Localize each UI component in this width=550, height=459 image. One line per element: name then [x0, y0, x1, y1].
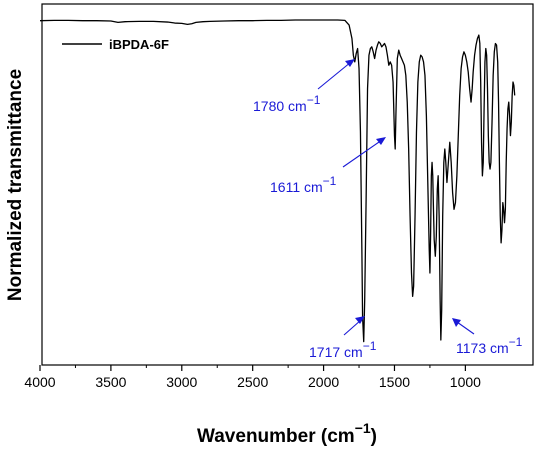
x-tick-label-3500: 3500 — [95, 374, 126, 390]
annotation-1780: 1780 cm−1 — [253, 59, 355, 114]
annotation-label-1611: 1611 cm−1 — [270, 174, 337, 195]
annotation-1611: 1611 cm−1 — [270, 137, 386, 195]
annotation-arrow-1780 — [317, 61, 352, 90]
x-tick-label-2500: 2500 — [237, 374, 268, 390]
annotation-arrowhead-1611 — [376, 137, 386, 145]
annotation-label-1780: 1780 cm−1 — [253, 93, 321, 114]
legend: iBPDA-6F — [62, 37, 169, 52]
x-tick-label-1000: 1000 — [450, 374, 481, 390]
x-axis-tick-labels: 4000 3500 3000 2500 2000 1500 1000 — [24, 374, 481, 390]
series-line-ibpda-6f — [39, 19, 516, 343]
x-axis-ticks — [39, 365, 466, 371]
x-tick-label-1500: 1500 — [379, 374, 410, 390]
annotation-arrowhead-1717 — [355, 316, 365, 324]
annotation-arrow-1173 — [456, 321, 475, 335]
annotation-1717: 1717 cm−1 — [309, 316, 377, 360]
annotation-arrowhead-1780 — [345, 59, 355, 67]
legend-label-ibpda-6f: iBPDA-6F — [109, 37, 169, 52]
x-axis-title: Wavenumber (cm−1) — [197, 420, 377, 447]
y-axis-title: Normalized transmittance — [5, 69, 26, 301]
annotation-arrow-1611 — [342, 139, 383, 168]
annotation-label-1717: 1717 cm−1 — [309, 339, 377, 360]
annotation-arrow-1717 — [343, 319, 362, 336]
plot-frame — [41, 3, 534, 366]
x-tick-label-3000: 3000 — [166, 374, 197, 390]
annotation-arrowhead-1173 — [452, 318, 461, 327]
x-tick-label-2000: 2000 — [308, 374, 339, 390]
annotation-label-1173: 1173 cm−1 — [456, 335, 523, 356]
x-tick-label-4000: 4000 — [24, 374, 55, 390]
annotation-1173: 1173 cm−1 — [452, 318, 523, 356]
